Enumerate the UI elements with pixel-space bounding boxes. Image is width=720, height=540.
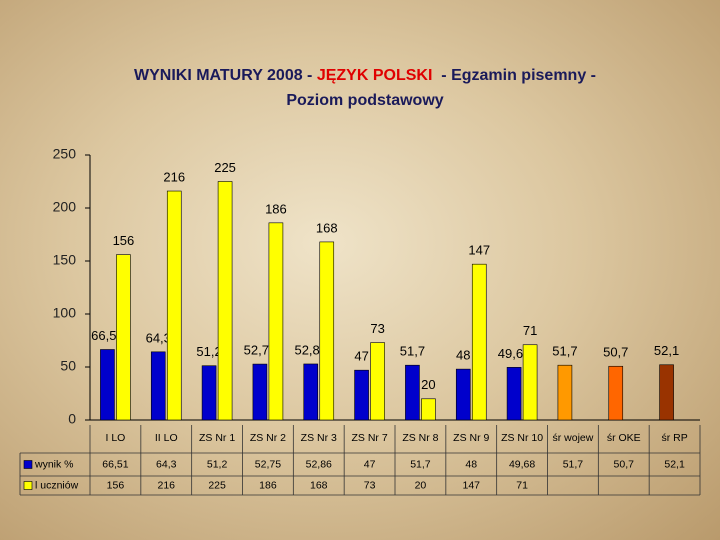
bar [370, 342, 385, 421]
x-tick-label: ZS Nr 10 [501, 432, 543, 444]
data-label: 51,7 [552, 344, 577, 359]
bar [100, 349, 115, 421]
x-tick-label: ZS Nr 3 [301, 432, 337, 444]
data-label: 168 [316, 220, 338, 235]
x-tick-label: II LO [155, 432, 178, 444]
data-label: 186 [265, 201, 287, 216]
bar [319, 241, 335, 421]
table-cell: 48 [465, 458, 477, 470]
table-cell: 51,2 [207, 458, 228, 470]
table-cell: 66,51 [102, 458, 128, 470]
y-tick-label: 250 [53, 146, 77, 162]
table-cell: 52,75 [255, 458, 281, 470]
table-cell: 51,7 [563, 458, 584, 470]
data-label: 47 [354, 349, 368, 364]
table-cell: 168 [310, 479, 328, 491]
x-tick-label: ZS Nr 2 [250, 432, 286, 444]
title-part: WYNIKI MATURY 2008 - [134, 67, 317, 84]
table-cell: 47 [364, 458, 376, 470]
data-label: 20 [421, 377, 435, 392]
bar [506, 367, 522, 421]
bar [405, 364, 420, 421]
bar [150, 351, 166, 421]
y-tick-label: 100 [53, 305, 77, 321]
bar [201, 365, 217, 421]
table-cell: 216 [157, 479, 175, 491]
table-cell: 225 [208, 479, 226, 491]
data-label: 71 [523, 323, 537, 338]
data-label: 52,75 [244, 343, 277, 358]
x-tick-label: śr OKE [607, 432, 641, 444]
bar [252, 363, 268, 421]
x-tick-label: ZS Nr 9 [453, 432, 489, 444]
bar [303, 363, 319, 421]
y-tick-label: 0 [68, 411, 76, 427]
bar [268, 222, 284, 421]
bar [166, 190, 182, 421]
data-label: 50,7 [603, 345, 628, 360]
data-label: 156 [113, 233, 135, 248]
data-label: 51,2 [196, 344, 221, 359]
data-label: 52,86 [294, 342, 327, 357]
data-label: 66,51 [91, 328, 124, 343]
data-label: 147 [468, 243, 490, 258]
chart-title: Poziom podstawowy [286, 92, 443, 109]
data-label: 225 [214, 160, 236, 175]
y-tick-label: 50 [60, 358, 76, 374]
table-cell: 73 [364, 479, 376, 491]
table-cell: 71 [516, 479, 528, 491]
bar [421, 398, 436, 421]
data-label: 51,7 [400, 344, 425, 359]
bar [608, 365, 624, 421]
table-cell: 147 [462, 479, 480, 491]
data-label: 48 [456, 348, 470, 363]
x-tick-label: ZS Nr 7 [351, 432, 387, 444]
table-cell: 51,7 [410, 458, 431, 470]
bar [354, 369, 369, 421]
bar [471, 263, 487, 421]
data-label: 49,68 [498, 346, 531, 361]
legend-swatch [23, 460, 33, 469]
legend-swatch [23, 481, 33, 490]
bar [116, 254, 131, 421]
table-cell: 20 [415, 479, 427, 491]
table-cell: 156 [107, 479, 125, 491]
x-tick-label: I LO [105, 432, 125, 444]
table-cell: 50,7 [614, 458, 635, 470]
title-part: - Egzamin pisemny - [432, 67, 596, 84]
y-tick-label: 150 [53, 252, 77, 268]
data-label: 73 [370, 321, 384, 336]
table-cell: 186 [259, 479, 277, 491]
bar [659, 364, 674, 421]
data-label: 216 [163, 169, 185, 184]
x-tick-label: śr RP [661, 432, 687, 444]
bar [557, 364, 573, 421]
table-cell: 49,68 [509, 458, 535, 470]
table-cell: 52,86 [306, 458, 332, 470]
bar [217, 181, 233, 421]
title-part: JĘZYK POLSKI [317, 67, 433, 84]
table-cell: 52,1 [664, 458, 685, 470]
data-label: 64,3 [146, 330, 171, 345]
table-cell: 64,3 [156, 458, 177, 470]
bar [455, 368, 471, 421]
chart-title: WYNIKI MATURY 2008 - JĘZYK POLSKI - Egza… [134, 67, 596, 84]
x-tick-label: ZS Nr 8 [402, 432, 438, 444]
y-tick-label: 200 [53, 199, 77, 215]
legend-label: l uczniów [35, 479, 79, 491]
x-tick-label: śr wojew [552, 432, 593, 444]
bar [522, 344, 538, 421]
x-tick-label: ZS Nr 1 [199, 432, 235, 444]
legend-label: wynik % [34, 458, 74, 470]
data-label: 52,1 [654, 343, 679, 358]
